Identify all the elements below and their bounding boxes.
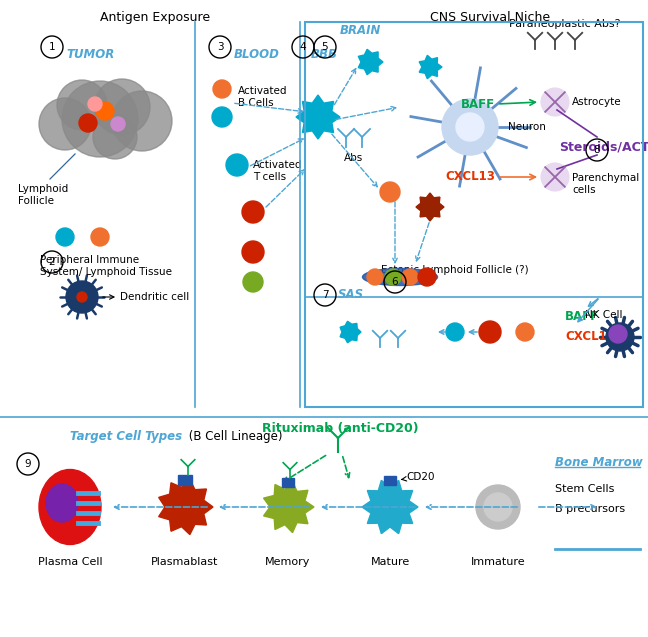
Ellipse shape bbox=[46, 484, 78, 522]
Text: Stem Cells: Stem Cells bbox=[555, 484, 614, 494]
Text: Neuron: Neuron bbox=[508, 122, 546, 132]
Text: B precursors: B precursors bbox=[555, 504, 625, 514]
Text: 3: 3 bbox=[216, 42, 224, 52]
Text: NK Cell: NK Cell bbox=[585, 310, 623, 320]
Polygon shape bbox=[419, 55, 442, 79]
Circle shape bbox=[112, 91, 172, 151]
Circle shape bbox=[39, 98, 91, 150]
Polygon shape bbox=[340, 321, 361, 343]
Text: 9: 9 bbox=[25, 459, 31, 469]
Text: BRAIN: BRAIN bbox=[340, 24, 382, 38]
Circle shape bbox=[77, 292, 87, 302]
Text: SAS: SAS bbox=[338, 289, 364, 301]
Circle shape bbox=[94, 79, 150, 135]
Text: 8: 8 bbox=[594, 145, 600, 155]
Polygon shape bbox=[264, 482, 314, 533]
Circle shape bbox=[380, 182, 400, 202]
Polygon shape bbox=[362, 480, 418, 534]
Text: Bone Marrow: Bone Marrow bbox=[555, 455, 643, 468]
Ellipse shape bbox=[39, 469, 101, 545]
Circle shape bbox=[57, 80, 107, 130]
FancyBboxPatch shape bbox=[384, 476, 396, 485]
Circle shape bbox=[91, 228, 109, 246]
Circle shape bbox=[541, 88, 569, 116]
Circle shape bbox=[456, 113, 484, 141]
Text: Steroids/ACTH: Steroids/ACTH bbox=[559, 141, 648, 154]
Text: 1: 1 bbox=[49, 42, 55, 52]
Text: TUMOR: TUMOR bbox=[66, 48, 114, 62]
Circle shape bbox=[213, 80, 231, 98]
Text: BAFF: BAFF bbox=[461, 97, 495, 110]
Circle shape bbox=[242, 201, 264, 223]
Circle shape bbox=[418, 268, 436, 286]
Circle shape bbox=[56, 228, 74, 246]
Text: 6: 6 bbox=[391, 277, 399, 287]
Circle shape bbox=[111, 117, 125, 131]
Circle shape bbox=[212, 107, 232, 127]
Text: Ectopic Lymphoid Follicle (?): Ectopic Lymphoid Follicle (?) bbox=[381, 265, 529, 275]
Circle shape bbox=[367, 269, 383, 285]
Circle shape bbox=[402, 269, 418, 285]
Text: 7: 7 bbox=[321, 290, 329, 300]
Text: Dendritic cell: Dendritic cell bbox=[120, 292, 189, 302]
Circle shape bbox=[66, 281, 98, 313]
Text: Rituximab (anti-CD20): Rituximab (anti-CD20) bbox=[262, 422, 419, 435]
Circle shape bbox=[476, 485, 520, 529]
Text: Astrocyte: Astrocyte bbox=[572, 97, 621, 107]
Text: Plasmablast: Plasmablast bbox=[152, 557, 218, 567]
Polygon shape bbox=[358, 49, 383, 75]
Text: Peripheral Immune
System/ Lymphoid Tissue: Peripheral Immune System/ Lymphoid Tissu… bbox=[40, 255, 172, 276]
Circle shape bbox=[93, 115, 137, 159]
Circle shape bbox=[96, 102, 114, 120]
Circle shape bbox=[79, 114, 97, 132]
Bar bbox=[305, 22, 643, 407]
Circle shape bbox=[609, 325, 627, 343]
Text: CNS Survival Niche: CNS Survival Niche bbox=[430, 11, 550, 24]
Text: (B Cell Lineage): (B Cell Lineage) bbox=[185, 430, 283, 443]
FancyBboxPatch shape bbox=[282, 478, 294, 487]
Text: CD20: CD20 bbox=[406, 472, 435, 482]
Text: Lymphoid
Follicle: Lymphoid Follicle bbox=[18, 184, 68, 206]
Text: 4: 4 bbox=[299, 42, 307, 52]
Circle shape bbox=[242, 241, 264, 263]
Ellipse shape bbox=[362, 269, 437, 285]
Text: Target Cell Types: Target Cell Types bbox=[70, 430, 182, 443]
Text: Immature: Immature bbox=[470, 557, 526, 567]
Circle shape bbox=[226, 154, 248, 176]
Text: 2: 2 bbox=[49, 257, 55, 267]
Circle shape bbox=[442, 99, 498, 155]
Text: Antigen Exposure: Antigen Exposure bbox=[100, 11, 210, 24]
Text: CXCL13: CXCL13 bbox=[445, 171, 495, 183]
Text: Activated
B Cells: Activated B Cells bbox=[238, 86, 288, 108]
Circle shape bbox=[88, 97, 102, 111]
Text: Plasma Cell: Plasma Cell bbox=[38, 557, 102, 567]
Polygon shape bbox=[159, 480, 213, 534]
Text: BBB: BBB bbox=[311, 48, 338, 62]
Text: Memory: Memory bbox=[265, 557, 310, 567]
Circle shape bbox=[541, 163, 569, 191]
Text: Parenchymal
cells: Parenchymal cells bbox=[572, 173, 639, 195]
Circle shape bbox=[606, 323, 634, 351]
Circle shape bbox=[385, 269, 401, 285]
FancyBboxPatch shape bbox=[178, 475, 192, 485]
Circle shape bbox=[479, 321, 501, 343]
Circle shape bbox=[446, 323, 464, 341]
Text: BLOOD: BLOOD bbox=[234, 48, 280, 62]
Circle shape bbox=[243, 272, 263, 292]
Text: Abs: Abs bbox=[344, 153, 364, 163]
Text: Paraneoplastic Abs?: Paraneoplastic Abs? bbox=[509, 19, 621, 29]
Circle shape bbox=[62, 81, 138, 157]
Text: Activated
T cells: Activated T cells bbox=[253, 160, 303, 182]
Text: Mature: Mature bbox=[371, 557, 410, 567]
Text: BAFF: BAFF bbox=[565, 310, 599, 324]
Polygon shape bbox=[296, 95, 340, 139]
Circle shape bbox=[516, 323, 534, 341]
Polygon shape bbox=[416, 193, 444, 221]
Text: CXCL13: CXCL13 bbox=[565, 331, 615, 343]
Text: 5: 5 bbox=[321, 42, 329, 52]
Circle shape bbox=[484, 493, 512, 521]
